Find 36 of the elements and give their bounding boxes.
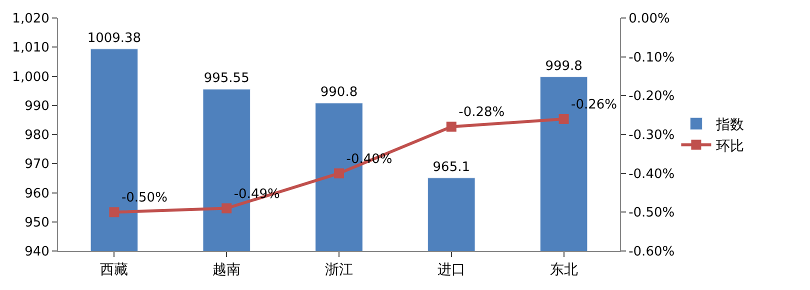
data-label: 990.8: [320, 85, 358, 100]
point: [334, 168, 344, 178]
y2-tick-label: 0.00%: [628, 12, 670, 27]
point: [222, 203, 232, 214]
y-tick-label: 970: [24, 157, 50, 172]
y2-tick-label: -0.10%: [628, 50, 675, 66]
y2-tick-label: -0.20%: [628, 89, 675, 104]
y-tick-label: 960: [24, 186, 50, 202]
point: [446, 122, 456, 132]
y2-tick-label: -0.30%: [628, 128, 675, 144]
data-label: 965.1: [432, 160, 470, 175]
x-tick-label: 浙江: [325, 262, 353, 278]
point: [558, 114, 569, 124]
y-tick-label: 950: [24, 215, 50, 230]
y-tick-label: 940: [24, 244, 50, 260]
y-tick-label: 980: [24, 128, 50, 144]
x-tick-label: 进口: [437, 262, 466, 278]
legend-label: 环比: [716, 138, 744, 154]
data-label: 1009.38: [87, 30, 142, 46]
y2-tick-label: -0.40%: [628, 166, 675, 182]
x-tick-label: 东北: [550, 262, 578, 278]
data-label: -0.49%: [234, 186, 280, 202]
y-tick-label: 1,010: [12, 40, 50, 56]
y-tick-label: 1,000: [12, 70, 50, 85]
data-label: 995.55: [204, 71, 250, 86]
data-label: 999.8: [545, 58, 582, 74]
y2-tick-label: -0.60%: [628, 244, 675, 260]
data-label: -0.28%: [458, 105, 505, 120]
legend-label: 指数: [715, 117, 744, 134]
y-tick-label: 1,020: [12, 12, 50, 27]
point: [109, 207, 120, 218]
data-label: -0.40%: [346, 152, 392, 167]
x-tick-label: 越南: [212, 262, 241, 278]
y2-tick-label: -0.50%: [628, 206, 675, 221]
x-tick-label: 西藏: [100, 262, 128, 278]
y-tick-label: 990: [24, 98, 50, 114]
